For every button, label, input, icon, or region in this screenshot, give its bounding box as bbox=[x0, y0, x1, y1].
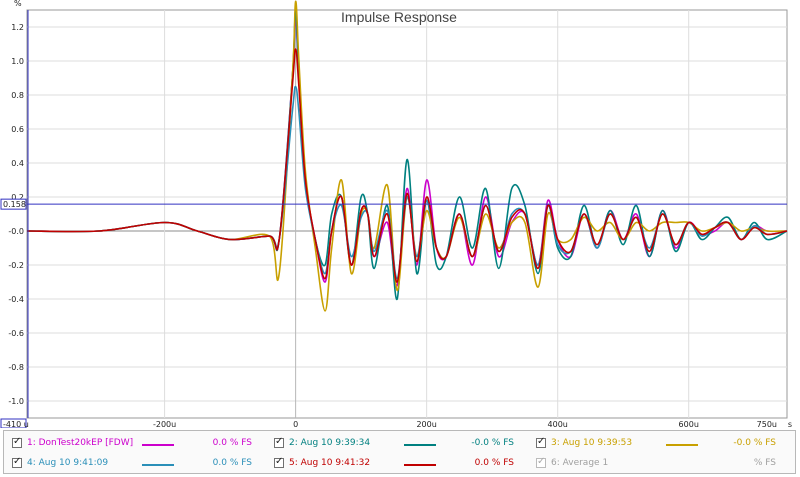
y-tick-label: 1.2 bbox=[11, 23, 24, 32]
y-tick-label: 0.4 bbox=[11, 159, 24, 168]
y-tick-label: -1.0 bbox=[8, 397, 24, 406]
legend-item-3[interactable]: 3: Aug 10 9:39:53 -0.0 % FS bbox=[536, 435, 791, 453]
legend-series-value: -0.0 % FS bbox=[733, 438, 776, 448]
legend-series-name: 1: DonTest20kEP [FDW] bbox=[27, 438, 134, 448]
x-start-box[interactable] bbox=[0, 418, 27, 428]
y-tick-label: -0.2 bbox=[8, 261, 24, 270]
legend-series-value: 0.0 % FS bbox=[212, 438, 252, 448]
y-tick-label: -0.8 bbox=[8, 363, 24, 372]
legend-swatch bbox=[404, 444, 436, 446]
legend-item-5[interactable]: 5: Aug 10 9:41:32 0.0 % FS bbox=[274, 455, 529, 473]
series-checkbox[interactable] bbox=[536, 456, 546, 468]
legend-series-value: % FS bbox=[753, 458, 776, 468]
y-tick-label: -0.6 bbox=[8, 329, 24, 338]
axis-ticks: 1.2 1.0 0.8 0.6 0.4 0.2 -0.0 -0.2 -0.4 -0.6 -0.8 -1… bbox=[8, 23, 777, 428]
legend-swatch bbox=[142, 444, 174, 446]
series-legend: 1: DonTest20kEP [FDW] 0.0 % FS 2: Aug 10 9… bbox=[3, 430, 796, 474]
legend-swatch bbox=[666, 464, 698, 466]
x-tick-label: 0 bbox=[293, 420, 298, 428]
x-axis-unit: s bbox=[788, 420, 792, 428]
legend-swatch bbox=[404, 464, 436, 466]
y-axis-unit: % bbox=[14, 0, 22, 8]
legend-swatch bbox=[666, 444, 698, 446]
legend-item-1[interactable]: 1: DonTest20kEP [FDW] 0.0 % FS bbox=[12, 435, 267, 453]
legend-series-value: 0.0 % FS bbox=[474, 458, 514, 468]
legend-swatch bbox=[142, 464, 174, 466]
legend-series-name: 5: Aug 10 9:41:32 bbox=[289, 458, 371, 468]
cursor-value-box bbox=[0, 198, 27, 210]
legend-item-4[interactable]: 4: Aug 10 9:41:09 0.0 % FS bbox=[12, 455, 267, 473]
legend-series-value: 0.0 % FS bbox=[212, 458, 252, 468]
y-tick-label: 0.6 bbox=[11, 125, 24, 134]
legend-series-name: 6: Average 1 bbox=[551, 458, 609, 468]
series-checkbox[interactable] bbox=[274, 436, 284, 448]
y-tick-label: 1.0 bbox=[11, 57, 24, 66]
cursor-value-label: 0.158 bbox=[3, 200, 26, 209]
x-tick-label: 400u bbox=[548, 420, 568, 428]
series-checkbox[interactable] bbox=[12, 456, 22, 468]
legend-series-value: -0.0 % FS bbox=[471, 438, 514, 448]
legend-series-name: 4: Aug 10 9:41:09 bbox=[27, 458, 109, 468]
x-tick-label: -200u bbox=[153, 420, 176, 428]
y-tick-label: -0.4 bbox=[8, 295, 24, 304]
impulse-response-chart[interactable]: 1.2 1.0 0.8 0.6 0.4 0.2 -0.0 -0.2 -0.4 -0.6 -0.8 -1… bbox=[0, 0, 800, 428]
chart-title: Impulse Response bbox=[341, 9, 457, 25]
x-tick-label: 200u bbox=[416, 420, 436, 428]
x-tick-label: 750u bbox=[757, 420, 777, 428]
series-lines bbox=[26, 0, 788, 312]
x-start-label: -410 u bbox=[3, 420, 29, 428]
series-checkbox[interactable] bbox=[274, 456, 284, 468]
legend-item-6[interactable]: 6: Average 1 % FS bbox=[536, 455, 791, 473]
legend-series-name: 2: Aug 10 9:39:34 bbox=[289, 438, 371, 448]
legend-item-2[interactable]: 2: Aug 10 9:39:34 -0.0 % FS bbox=[274, 435, 529, 453]
x-tick-label: 600u bbox=[679, 420, 699, 428]
plot-background bbox=[26, 9, 788, 419]
series-checkbox[interactable] bbox=[12, 436, 22, 448]
y-tick-label: -0.0 bbox=[8, 227, 24, 236]
y-tick-label: 0.2 bbox=[11, 193, 24, 202]
series-line-5 bbox=[26, 48, 788, 283]
legend-series-name: 3: Aug 10 9:39:53 bbox=[551, 438, 633, 448]
series-checkbox[interactable] bbox=[536, 436, 546, 448]
y-tick-label: 0.8 bbox=[11, 91, 24, 100]
